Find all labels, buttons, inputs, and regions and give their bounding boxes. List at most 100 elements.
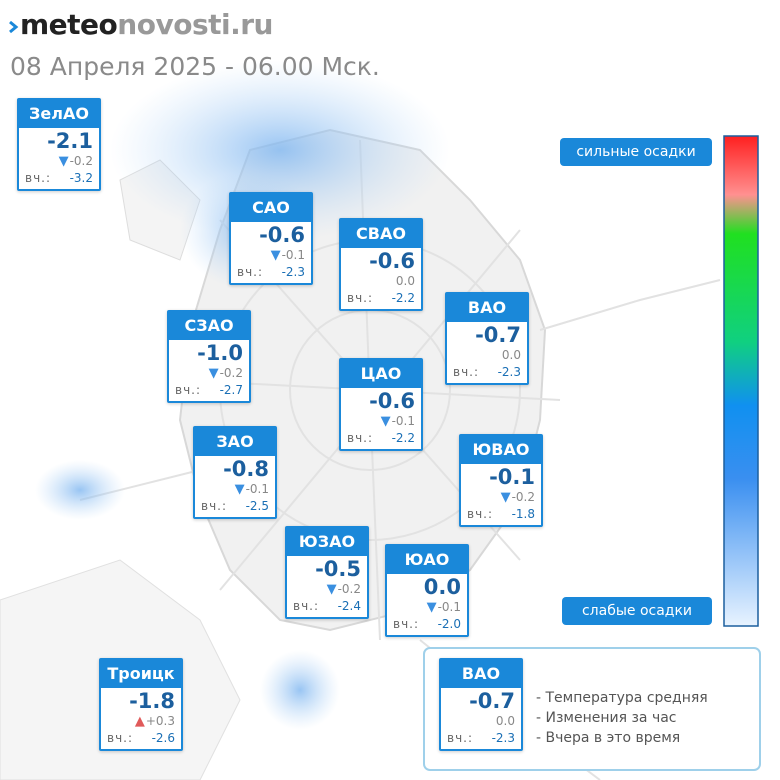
yesterday-row: вч.: -2.6 — [101, 729, 181, 749]
temperature: -0.1 — [489, 465, 535, 489]
hour-change: -0.2 — [219, 366, 243, 380]
change-arrow: ▲ — [134, 714, 145, 729]
hour-change-row: ▲+0.3 — [101, 714, 181, 729]
district-card: ЮАО 0.0 ▼-0.1 вч.: -2.0 — [385, 544, 469, 637]
district-card: ЮВАО -0.1 ▼-0.2 вч.: -1.8 — [459, 434, 543, 527]
scale-bottom-label: слабые осадки — [562, 597, 712, 625]
yesterday-value: -2.3 — [497, 365, 521, 379]
hour-change: 0.0 — [395, 274, 415, 288]
temperature: -1.8 — [129, 689, 175, 713]
yesterday-value: -2.3 — [491, 731, 515, 745]
hour-change: -0.2 — [69, 154, 93, 168]
logo-icon — [9, 20, 19, 34]
color-scale — [723, 135, 759, 627]
legend-items: - Температура средняя - Изменения за час… — [536, 688, 708, 748]
yesterday-label: вч.: — [107, 731, 134, 745]
hour-change-row: 0.0 — [447, 348, 527, 363]
district-card: СЗАО -1.0 ▼-0.2 вч.: -2.7 — [167, 310, 251, 403]
change-arrow: ▼ — [270, 248, 281, 263]
district-name: ЗелАО — [19, 100, 99, 128]
district-name: ЮВАО — [461, 436, 541, 464]
district-name: ВАО — [441, 660, 521, 688]
hour-change: -0.2 — [511, 490, 535, 504]
yesterday-label: вч.: — [467, 507, 494, 521]
district-card: СВАО -0.6 0.0 вч.: -2.2 — [339, 218, 423, 311]
yesterday-label: вч.: — [393, 617, 420, 631]
yesterday-value: -1.8 — [511, 507, 535, 521]
change-arrow: ▼ — [500, 490, 511, 505]
district-name: ЮАО — [387, 546, 467, 574]
yesterday-value: -2.2 — [391, 291, 415, 305]
hour-change-row: ▼-0.1 — [341, 414, 421, 429]
change-arrow: ▼ — [58, 154, 69, 169]
yesterday-value: -2.0 — [437, 617, 461, 631]
temperature: -0.6 — [369, 389, 415, 413]
yesterday-value: -2.4 — [337, 599, 361, 613]
hour-change-row: ▼-0.2 — [169, 366, 249, 381]
legend-item: - Температура средняя — [536, 690, 708, 706]
temperature: -0.7 — [469, 689, 515, 713]
yesterday-row: вч.: -2.2 — [341, 289, 421, 309]
temperature: -0.5 — [315, 557, 361, 581]
hour-change-row: ▼-0.2 — [461, 490, 541, 505]
yesterday-value: -3.2 — [69, 171, 93, 185]
yesterday-row: вч.: -2.2 — [341, 429, 421, 449]
hour-change-row: ▼-0.2 — [287, 582, 367, 597]
yesterday-label: вч.: — [347, 431, 374, 445]
change-arrow: ▼ — [234, 482, 245, 497]
district-name: САО — [231, 194, 311, 222]
yesterday-label: вч.: — [347, 291, 374, 305]
logo-right: novosti.ru — [117, 8, 273, 41]
district-name: Троицк — [101, 660, 181, 688]
hour-change: -0.1 — [281, 248, 305, 262]
temperature: -1.0 — [197, 341, 243, 365]
temperature: -0.8 — [223, 457, 269, 481]
district-name: СВАО — [341, 220, 421, 248]
yesterday-value: -2.5 — [245, 499, 269, 513]
hour-change-row: ▼-0.2 — [19, 154, 99, 169]
yesterday-row: вч.: -2.4 — [287, 597, 367, 617]
legend-item: - Вчера в это время — [536, 730, 681, 746]
change-arrow: ▼ — [326, 582, 337, 597]
district-card: ЗАО -0.8 ▼-0.1 вч.: -2.5 — [193, 426, 277, 519]
legend-item: - Изменения за час — [536, 710, 677, 726]
district-card: Троицк -1.8 ▲+0.3 вч.: -2.6 — [99, 658, 183, 751]
change-arrow: ▼ — [208, 366, 219, 381]
hour-change: -0.2 — [337, 582, 361, 596]
yesterday-row: вч.: -2.3 — [441, 729, 521, 749]
yesterday-label: вч.: — [453, 365, 480, 379]
yesterday-value: -2.3 — [281, 265, 305, 279]
yesterday-row: вч.: -1.8 — [461, 505, 541, 525]
yesterday-label: вч.: — [25, 171, 52, 185]
hour-change-row: 0.0 — [441, 714, 521, 729]
temperature: -2.1 — [47, 129, 93, 153]
district-card: ЦАО -0.6 ▼-0.1 вч.: -2.2 — [339, 358, 423, 451]
hour-change: +0.3 — [145, 714, 175, 728]
yesterday-row: вч.: -2.5 — [195, 497, 275, 517]
district-card: ЮЗАО -0.5 ▼-0.2 вч.: -2.4 — [285, 526, 369, 619]
hour-change: 0.0 — [501, 348, 521, 362]
district-card: САО -0.6 ▼-0.1 вч.: -2.3 — [229, 192, 313, 285]
logo-left: meteo — [20, 8, 118, 41]
yesterday-value: -2.2 — [391, 431, 415, 445]
yesterday-row: вч.: -3.2 — [19, 169, 99, 189]
yesterday-value: -2.6 — [151, 731, 175, 745]
hour-change-row: ▼-0.1 — [231, 248, 311, 263]
district-name: ЗАО — [195, 428, 275, 456]
yesterday-row: вч.: -2.0 — [387, 615, 467, 635]
hour-change-row: ▼-0.1 — [195, 482, 275, 497]
hour-change-row: ▼-0.1 — [387, 600, 467, 615]
yesterday-label: вч.: — [237, 265, 264, 279]
yesterday-row: вч.: -2.3 — [447, 363, 527, 383]
change-arrow: ▼ — [426, 600, 437, 615]
yesterday-value: -2.7 — [219, 383, 243, 397]
change-arrow: ▼ — [380, 414, 391, 429]
hour-change: -0.1 — [437, 600, 461, 614]
temperature: -0.6 — [259, 223, 305, 247]
district-card: ВАО -0.7 0.0 вч.: -2.3 — [445, 292, 529, 385]
temperature: 0.0 — [423, 575, 461, 599]
district-name: ЮЗАО — [287, 528, 367, 556]
yesterday-label: вч.: — [447, 731, 474, 745]
hour-change: -0.1 — [245, 482, 269, 496]
